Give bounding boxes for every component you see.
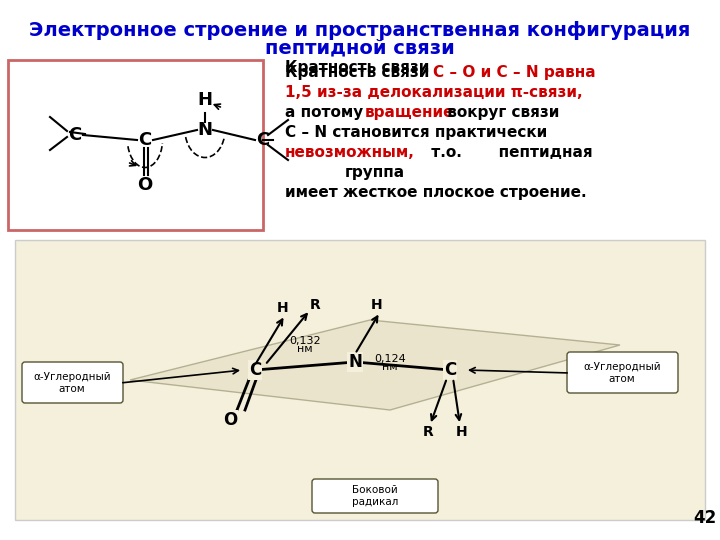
Text: невозможным,: невозможным, [285, 145, 415, 160]
Text: α-Углеродный
атом: α-Углеродный атом [33, 372, 111, 394]
Text: 1,5 из-за делокализации π-связи,: 1,5 из-за делокализации π-связи, [285, 85, 582, 100]
Text: имеет жесткое плоское строение.: имеет жесткое плоское строение. [285, 185, 587, 200]
Text: 0,132: 0,132 [289, 336, 321, 346]
Text: Кратность связи: Кратность связи [285, 65, 435, 80]
Text: N: N [348, 353, 362, 371]
Text: С – О и С – N равна: С – О и С – N равна [433, 65, 595, 80]
Text: H: H [277, 301, 289, 315]
Text: вращение: вращение [365, 105, 454, 120]
Text: C: C [138, 131, 152, 149]
Text: С – N становится практически: С – N становится практически [285, 125, 547, 140]
Text: R: R [423, 425, 433, 439]
Text: O: O [138, 176, 153, 194]
Text: H: H [372, 298, 383, 312]
Text: N: N [197, 121, 212, 139]
Text: т.о.       пептидная: т.о. пептидная [405, 145, 593, 160]
Text: 0,124: 0,124 [374, 354, 406, 364]
Text: C: C [249, 361, 261, 379]
Text: группа: группа [345, 165, 405, 180]
FancyBboxPatch shape [312, 479, 438, 513]
Text: C: C [256, 131, 269, 149]
Text: Кратность связи: Кратность связи [285, 60, 435, 75]
Bar [15, 240, 705, 520]
Text: C: C [444, 361, 456, 379]
Text: α-Углеродный
атом: α-Углеродный атом [583, 362, 661, 384]
FancyBboxPatch shape [22, 362, 123, 403]
FancyBboxPatch shape [567, 352, 678, 393]
Text: Электронное строение и пространственная конфигурация: Электронное строение и пространственная … [30, 21, 690, 39]
Text: Боковой
радикал: Боковой радикал [352, 485, 398, 507]
Text: O: O [223, 411, 237, 429]
Text: R: R [310, 298, 320, 312]
Text: а потому: а потому [285, 105, 369, 120]
Text: пептидной связи: пептидной связи [265, 38, 455, 57]
Text: нм: нм [382, 362, 398, 372]
Text: H: H [197, 91, 212, 109]
Text: H: H [456, 425, 468, 439]
Polygon shape [130, 320, 620, 410]
Text: нм: нм [297, 344, 312, 354]
Text: 42: 42 [693, 509, 716, 527]
Text: C: C [68, 126, 81, 144]
Text: вокруг связи: вокруг связи [442, 105, 559, 120]
Bar [8, 60, 263, 230]
